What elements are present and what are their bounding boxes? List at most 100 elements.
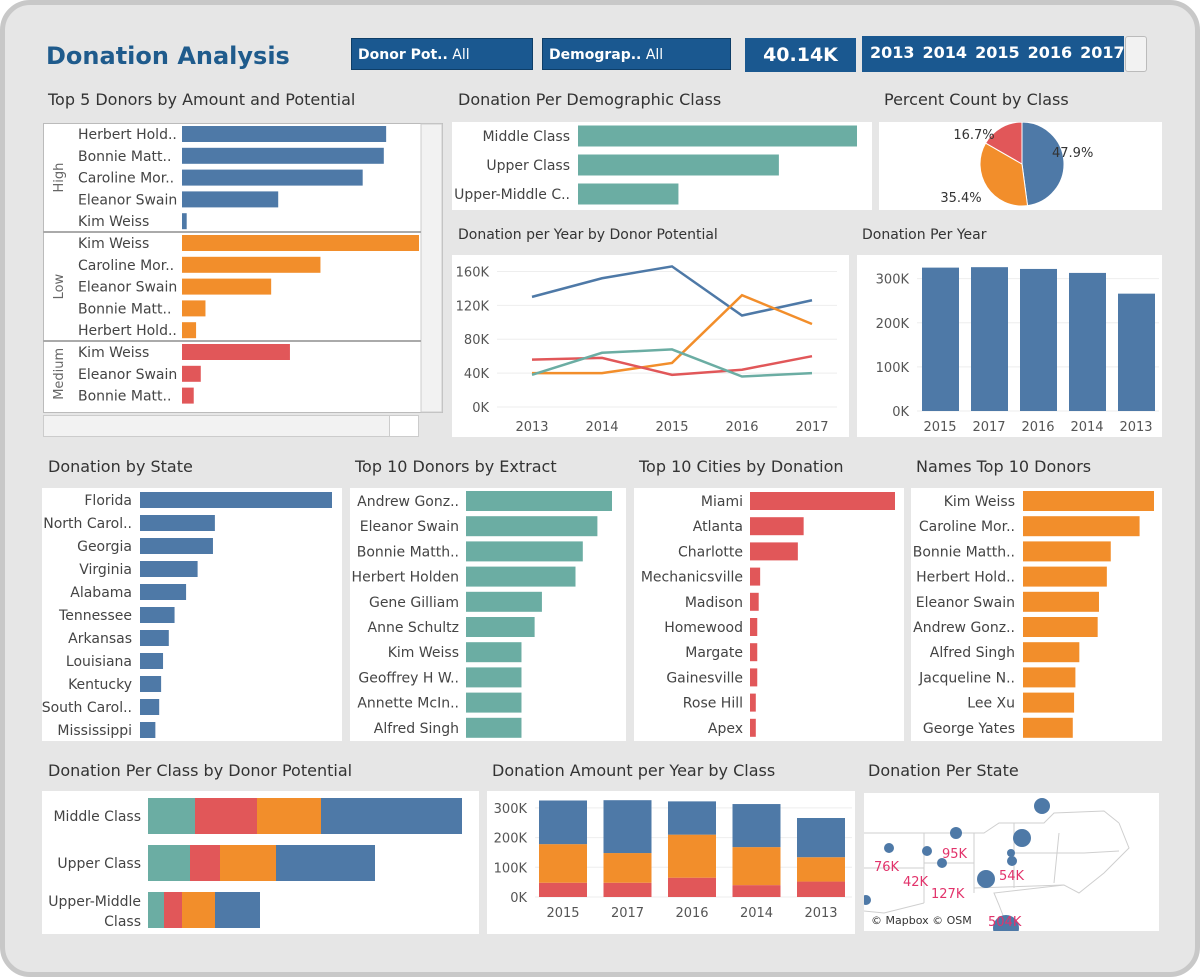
pie-slice [979, 142, 1029, 207]
bar-label: Florida [84, 493, 132, 509]
year-option[interactable]: 2015 [975, 43, 1020, 62]
x-tick-label: 2013 [804, 906, 837, 921]
year-option[interactable]: 2016 [1027, 43, 1073, 62]
bar-label: Atlanta [693, 519, 743, 535]
bar-label: Kim Weiss [944, 494, 1015, 510]
top5-vscrollbar [420, 123, 443, 413]
bar-label: Herbert Holden [352, 570, 459, 586]
bar-label: Kim Weiss [388, 645, 459, 661]
bar [140, 584, 187, 600]
x-tick-label: 2016 [1021, 420, 1054, 435]
donor-potential-filter-label: Donor Pot.. [358, 47, 448, 63]
map-bubble [1007, 856, 1017, 866]
map-bubble [1007, 849, 1015, 857]
stacked-bar-segment [797, 881, 845, 897]
stacked-bar-segment [732, 885, 781, 897]
bar [466, 642, 522, 663]
bar [1023, 717, 1073, 738]
stacked-bar-segment [148, 892, 164, 928]
top5-title: Top 5 Donors by Amount and Potential [48, 90, 356, 109]
pie-panel: 47.9% 35.4% 16.7% [879, 121, 1162, 210]
state-title: Donation by State [48, 457, 193, 476]
x-tick-label: 2014 [1070, 420, 1103, 435]
bar-label: Bonnie Matt.. [78, 389, 171, 405]
series-line [531, 265, 813, 317]
bar [466, 617, 535, 637]
bar-label: Kim Weiss [78, 236, 149, 252]
x-tick-label: 2017 [611, 906, 644, 921]
stacked-bar-segment [797, 818, 845, 858]
top5-hscrollbar[interactable] [43, 415, 419, 437]
stacked-bar-segment [182, 892, 215, 928]
stacked-bar-segment [603, 800, 652, 854]
year-option[interactable]: 2017 [1080, 43, 1125, 62]
x-tick-label: 2013 [1119, 420, 1152, 435]
stacked-bar-segment [603, 882, 652, 897]
stacked-bar-segment [148, 845, 190, 881]
year-option[interactable]: 2013 [870, 43, 915, 62]
bar-label: Mechanicsville [641, 570, 743, 586]
bar-label: Andrew Gonz.. [357, 494, 459, 510]
y-tick-label: 80K [464, 333, 490, 348]
bar-label: Middle Class [53, 809, 141, 825]
stacked-bar-segment [195, 798, 257, 834]
map-bubble [1034, 798, 1050, 814]
bar [140, 630, 169, 646]
group-label: High [52, 163, 67, 193]
stacked-bar-segment [276, 845, 375, 881]
stacked-bar-segment [603, 853, 652, 883]
bar-label: Louisiana [66, 654, 132, 670]
map-panel[interactable]: 76K 42K 95K 127K 54K 504K © Mapbox © OSM [861, 793, 1159, 941]
top5-hscroll-thumb[interactable] [389, 416, 418, 436]
line-chart: 160K 120K 80K 40K 0K 2013 2014 2015 2016 2017 [456, 265, 837, 435]
bar-label: Eleanor Swain [78, 192, 177, 208]
x-tick-label: 2015 [655, 420, 688, 435]
stacked-bar-segment [215, 892, 260, 928]
bar [466, 566, 576, 587]
amtyear-panel: 300K 200K 100K 0K 2015 2017 2016 2014 2013 [487, 791, 855, 934]
donor-potential-filter[interactable]: Donor Pot.. All [351, 38, 533, 70]
bar-label: Bonnie Matt.. [78, 301, 171, 317]
bar [750, 517, 804, 536]
pie-chart: 47.9% 35.4% 16.7% [940, 121, 1093, 207]
map-coast [993, 822, 1130, 932]
bar [140, 722, 156, 738]
x-tick-label: 2016 [725, 420, 758, 435]
demo-title: Donation Per Demographic Class [458, 90, 722, 109]
bar-label: Mississippi [57, 723, 132, 739]
year-filter-scrollbar[interactable] [1125, 36, 1147, 72]
extract-title: Top 10 Donors by Extract [355, 457, 557, 476]
bar-label: Alfred Singh [374, 721, 459, 737]
bar-label: Alabama [70, 585, 132, 601]
bar [182, 300, 206, 317]
demographic-filter[interactable]: Demograp.. All [542, 38, 731, 70]
year-filter[interactable]: 2013 2014 2015 2016 2017 [862, 36, 1125, 72]
peryear-title: Donation Per Year [862, 227, 987, 243]
names10-title: Names Top 10 Donors [916, 457, 1092, 476]
map-label: 504K [988, 915, 1022, 930]
map-bubble [861, 895, 871, 905]
x-tick-label: 2013 [515, 420, 548, 435]
bar [1023, 491, 1154, 511]
bar [182, 365, 201, 382]
kpi-total: 40.14K [745, 38, 856, 72]
map-label: 127K [931, 887, 965, 902]
bar [750, 592, 759, 611]
demo-chart: Middle Class Upper Class Upper-Middle C.. [454, 125, 857, 205]
bar-label: Apex [708, 721, 743, 737]
y-tick-label: 40K [464, 367, 490, 382]
x-tick-label: 2014 [585, 420, 618, 435]
cities-title: Top 10 Cities by Donation [639, 457, 844, 476]
bar [182, 344, 290, 360]
bar-label: Bonnie Matth.. [913, 544, 1015, 560]
bar [140, 653, 164, 669]
bar [1023, 541, 1111, 562]
year-option[interactable]: 2014 [922, 43, 968, 62]
y-tick-label: 0K [472, 401, 489, 416]
bar [466, 541, 583, 562]
stacked-bar-segment [220, 845, 276, 881]
series-line [531, 348, 813, 378]
pie-label: 47.9% [1052, 146, 1093, 161]
bar [1023, 566, 1107, 587]
